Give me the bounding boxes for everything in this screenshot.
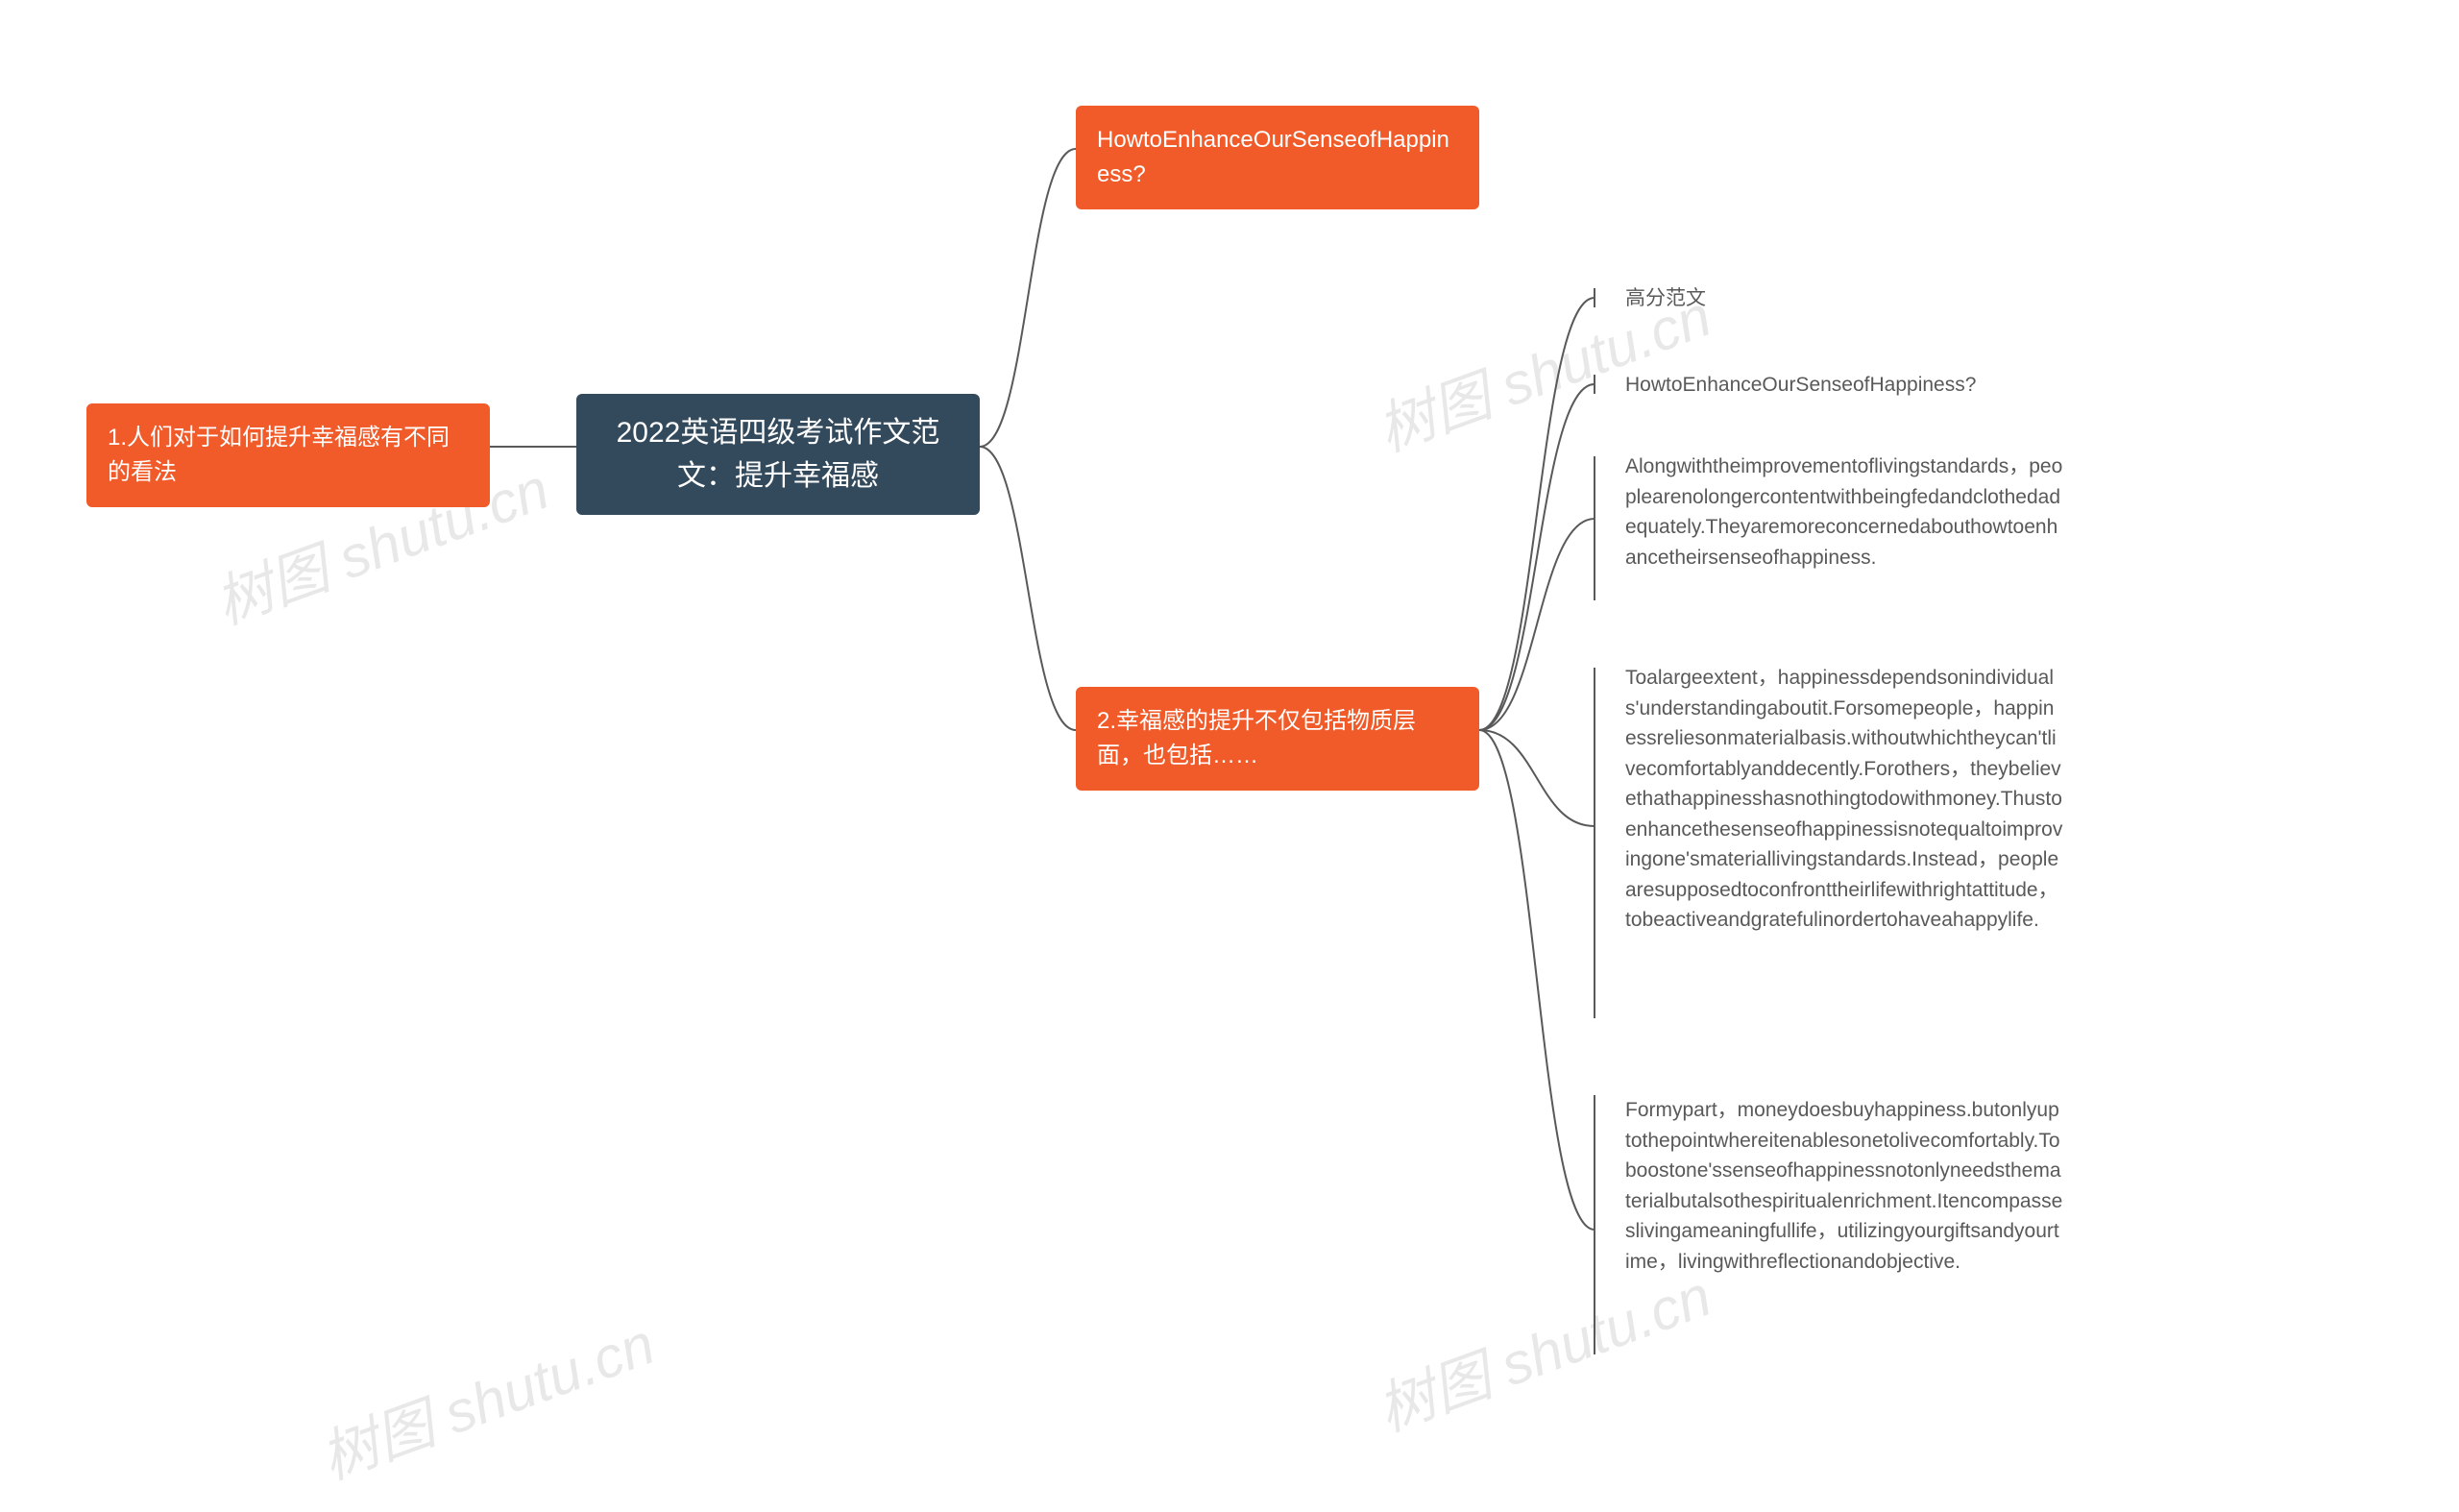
leaf-node[interactable]: Toalargeextent，happinessdependsonindivid… — [1614, 663, 2075, 936]
leaf-node[interactable]: HowtoEnhanceOurSenseofHappiness? — [1614, 370, 2075, 401]
leaf-node[interactable]: Alongwiththeimprovementoflivingstandards… — [1614, 451, 2075, 573]
leaf-node[interactable]: 高分范文 — [1614, 283, 2075, 314]
root-node[interactable]: 2022英语四级考试作文范文：提升幸福感 — [576, 394, 980, 515]
left-branch-node[interactable]: 1.人们对于如何提升幸福感有不同的看法 — [86, 403, 490, 507]
watermark: 树图 shutu.cn — [1364, 1250, 1720, 1448]
right-branch-node-2[interactable]: 2.幸福感的提升不仅包括物质层面，也包括…… — [1076, 687, 1479, 791]
leaf-node[interactable]: Formypart，moneydoesbuyhappiness.butonlyu… — [1614, 1095, 2075, 1277]
watermark: 树图 shutu.cn — [307, 1298, 664, 1496]
right-branch-node-1[interactable]: HowtoEnhanceOurSenseofHappiness? — [1076, 106, 1479, 209]
